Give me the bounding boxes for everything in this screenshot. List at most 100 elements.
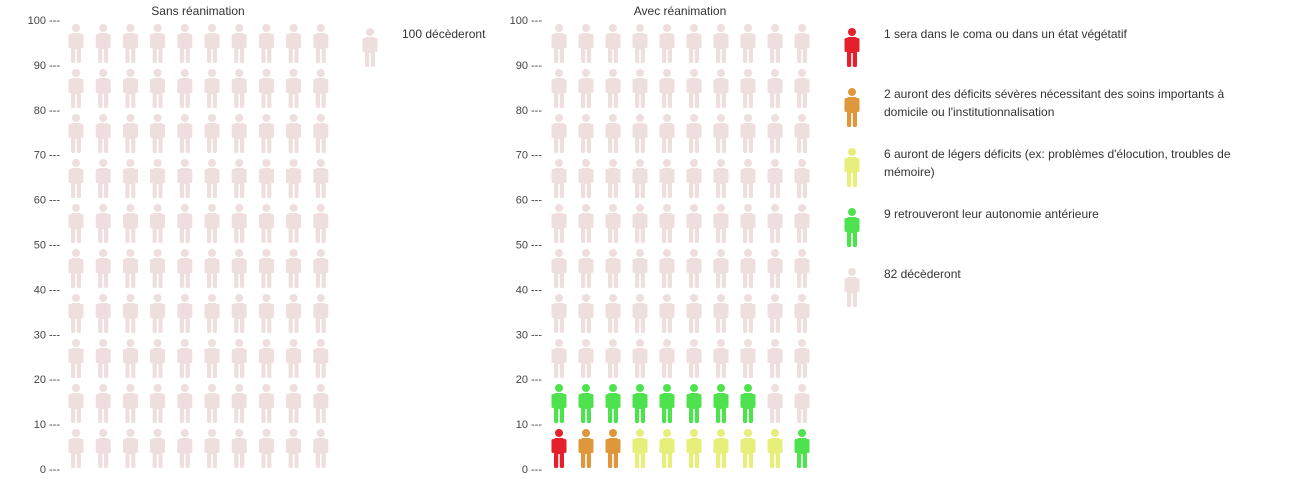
person-icon (551, 429, 567, 468)
person-icon (258, 204, 274, 243)
person-icon (177, 159, 193, 198)
y-tick-label: 20 --- (516, 374, 543, 386)
person-icon (68, 429, 84, 468)
person-icon (204, 114, 220, 153)
person-icon (68, 249, 84, 288)
person-icon (231, 24, 247, 63)
person-icon (95, 249, 111, 288)
person-icon (605, 204, 621, 243)
person-icon (204, 204, 220, 243)
person-icon (767, 339, 783, 378)
person-icon (95, 294, 111, 333)
person-icon (740, 384, 756, 423)
person-icon (177, 24, 193, 63)
person-icon (605, 384, 621, 423)
person-icon (122, 114, 138, 153)
person-icon (68, 114, 84, 153)
person-icon (258, 339, 274, 378)
person-icon (286, 294, 302, 333)
person-icon (95, 24, 111, 63)
person-icon (632, 384, 648, 423)
person-icon (258, 249, 274, 288)
person-icon (659, 249, 675, 288)
person-icon (258, 24, 274, 63)
person-icon (122, 249, 138, 288)
person-icon (713, 429, 729, 468)
y-tick-label: 100 --- (28, 15, 61, 27)
legend-person-icon (844, 28, 860, 67)
person-icon (578, 249, 594, 288)
y-tick-label: 40 --- (516, 284, 543, 296)
person-icon (605, 69, 621, 108)
person-icon (686, 159, 702, 198)
person-icon (659, 204, 675, 243)
person-icon (605, 114, 621, 153)
person-icon (794, 339, 810, 378)
person-icon (150, 159, 166, 198)
person-icon (578, 339, 594, 378)
y-tick-label: 0 --- (40, 464, 61, 476)
person-icon (632, 294, 648, 333)
person-icon (686, 114, 702, 153)
person-icon (68, 204, 84, 243)
person-icon (313, 429, 329, 468)
person-icon (122, 429, 138, 468)
person-icon (150, 429, 166, 468)
person-icon (177, 249, 193, 288)
person-icon (313, 69, 329, 108)
person-icon (686, 69, 702, 108)
person-icon (767, 429, 783, 468)
person-icon (578, 294, 594, 333)
y-tick-label: 30 --- (34, 329, 61, 341)
person-icon (578, 24, 594, 63)
person-icon (313, 294, 329, 333)
person-icon (286, 429, 302, 468)
person-icon (150, 69, 166, 108)
person-icon (578, 204, 594, 243)
person-icon (231, 69, 247, 108)
person-icon (713, 294, 729, 333)
y-tick-label: 90 --- (34, 60, 61, 72)
person-icon (794, 159, 810, 198)
legend: 100 décèderont (362, 27, 486, 67)
person-icon (95, 159, 111, 198)
person-icon (713, 114, 729, 153)
person-icon (68, 339, 84, 378)
person-icon (204, 384, 220, 423)
person-icon (578, 429, 594, 468)
person-icon (659, 69, 675, 108)
person-icon (313, 249, 329, 288)
person-icon (740, 204, 756, 243)
person-icon (313, 24, 329, 63)
legend: 1 sera dans le coma ou dans un état végé… (844, 27, 1231, 307)
person-icon (177, 114, 193, 153)
person-icon (177, 204, 193, 243)
y-tick-label: 80 --- (516, 105, 543, 117)
person-icon (632, 429, 648, 468)
person-icon (204, 294, 220, 333)
y-tick-label: 50 --- (34, 240, 61, 252)
person-icon (122, 294, 138, 333)
person-icon (231, 204, 247, 243)
person-icon (767, 114, 783, 153)
legend-label: 6 auront de légers déficits (ex: problèm… (884, 147, 1231, 179)
person-icon (231, 114, 247, 153)
person-icon (258, 159, 274, 198)
legend-label: 9 retrouveront leur autonomie antérieure (884, 207, 1099, 221)
person-icon (740, 24, 756, 63)
person-icon (740, 339, 756, 378)
person-icon (605, 24, 621, 63)
person-icon (686, 384, 702, 423)
person-icon (551, 114, 567, 153)
person-icon (686, 24, 702, 63)
person-icon (204, 249, 220, 288)
person-icon (713, 204, 729, 243)
legend-person-icon (844, 208, 860, 247)
pictograph-panel-1: Sans réanimation 100 --- 90 --- 80 --- 70 --… (28, 4, 486, 476)
person-icon (258, 114, 274, 153)
pictograph-panel-2: Avec réanimation 100 --- 90 --- 80 --- 70 --… (510, 4, 1231, 476)
person-icon (659, 429, 675, 468)
person-icon (713, 384, 729, 423)
person-icon (740, 69, 756, 108)
person-icon (204, 24, 220, 63)
